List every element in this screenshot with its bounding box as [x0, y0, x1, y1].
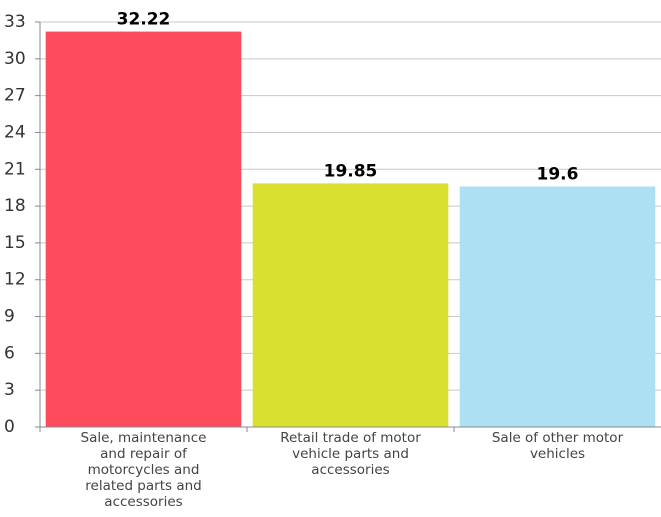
y-tick-label: 33: [4, 12, 26, 32]
y-tick-label: 30: [4, 49, 26, 69]
y-tick-label: 3: [4, 380, 15, 400]
value-label: 19.6: [537, 164, 579, 184]
y-tick-label: 9: [4, 307, 15, 327]
y-tick-label: 24: [4, 122, 26, 142]
y-tick-label: 6: [4, 343, 15, 363]
y-tick-label: 0: [4, 417, 15, 437]
value-label: 19.85: [324, 161, 378, 181]
x-tick-label: Sale, maintenance and repair of motorcyc…: [80, 430, 207, 510]
y-tick-label: 27: [4, 86, 26, 106]
x-tick-label: Sale of other motor vehicles: [491, 430, 624, 462]
y-tick-label: 15: [4, 233, 26, 253]
bar: [459, 186, 656, 427]
y-tick-label: 18: [4, 196, 26, 216]
y-tick-label: 21: [4, 159, 26, 179]
y-tick-label: 12: [4, 270, 26, 290]
x-tick-label: Retail trade of motor vehicle parts and …: [280, 430, 421, 478]
bar: [252, 183, 449, 427]
bar: [45, 31, 242, 428]
value-label: 32.22: [117, 10, 171, 30]
